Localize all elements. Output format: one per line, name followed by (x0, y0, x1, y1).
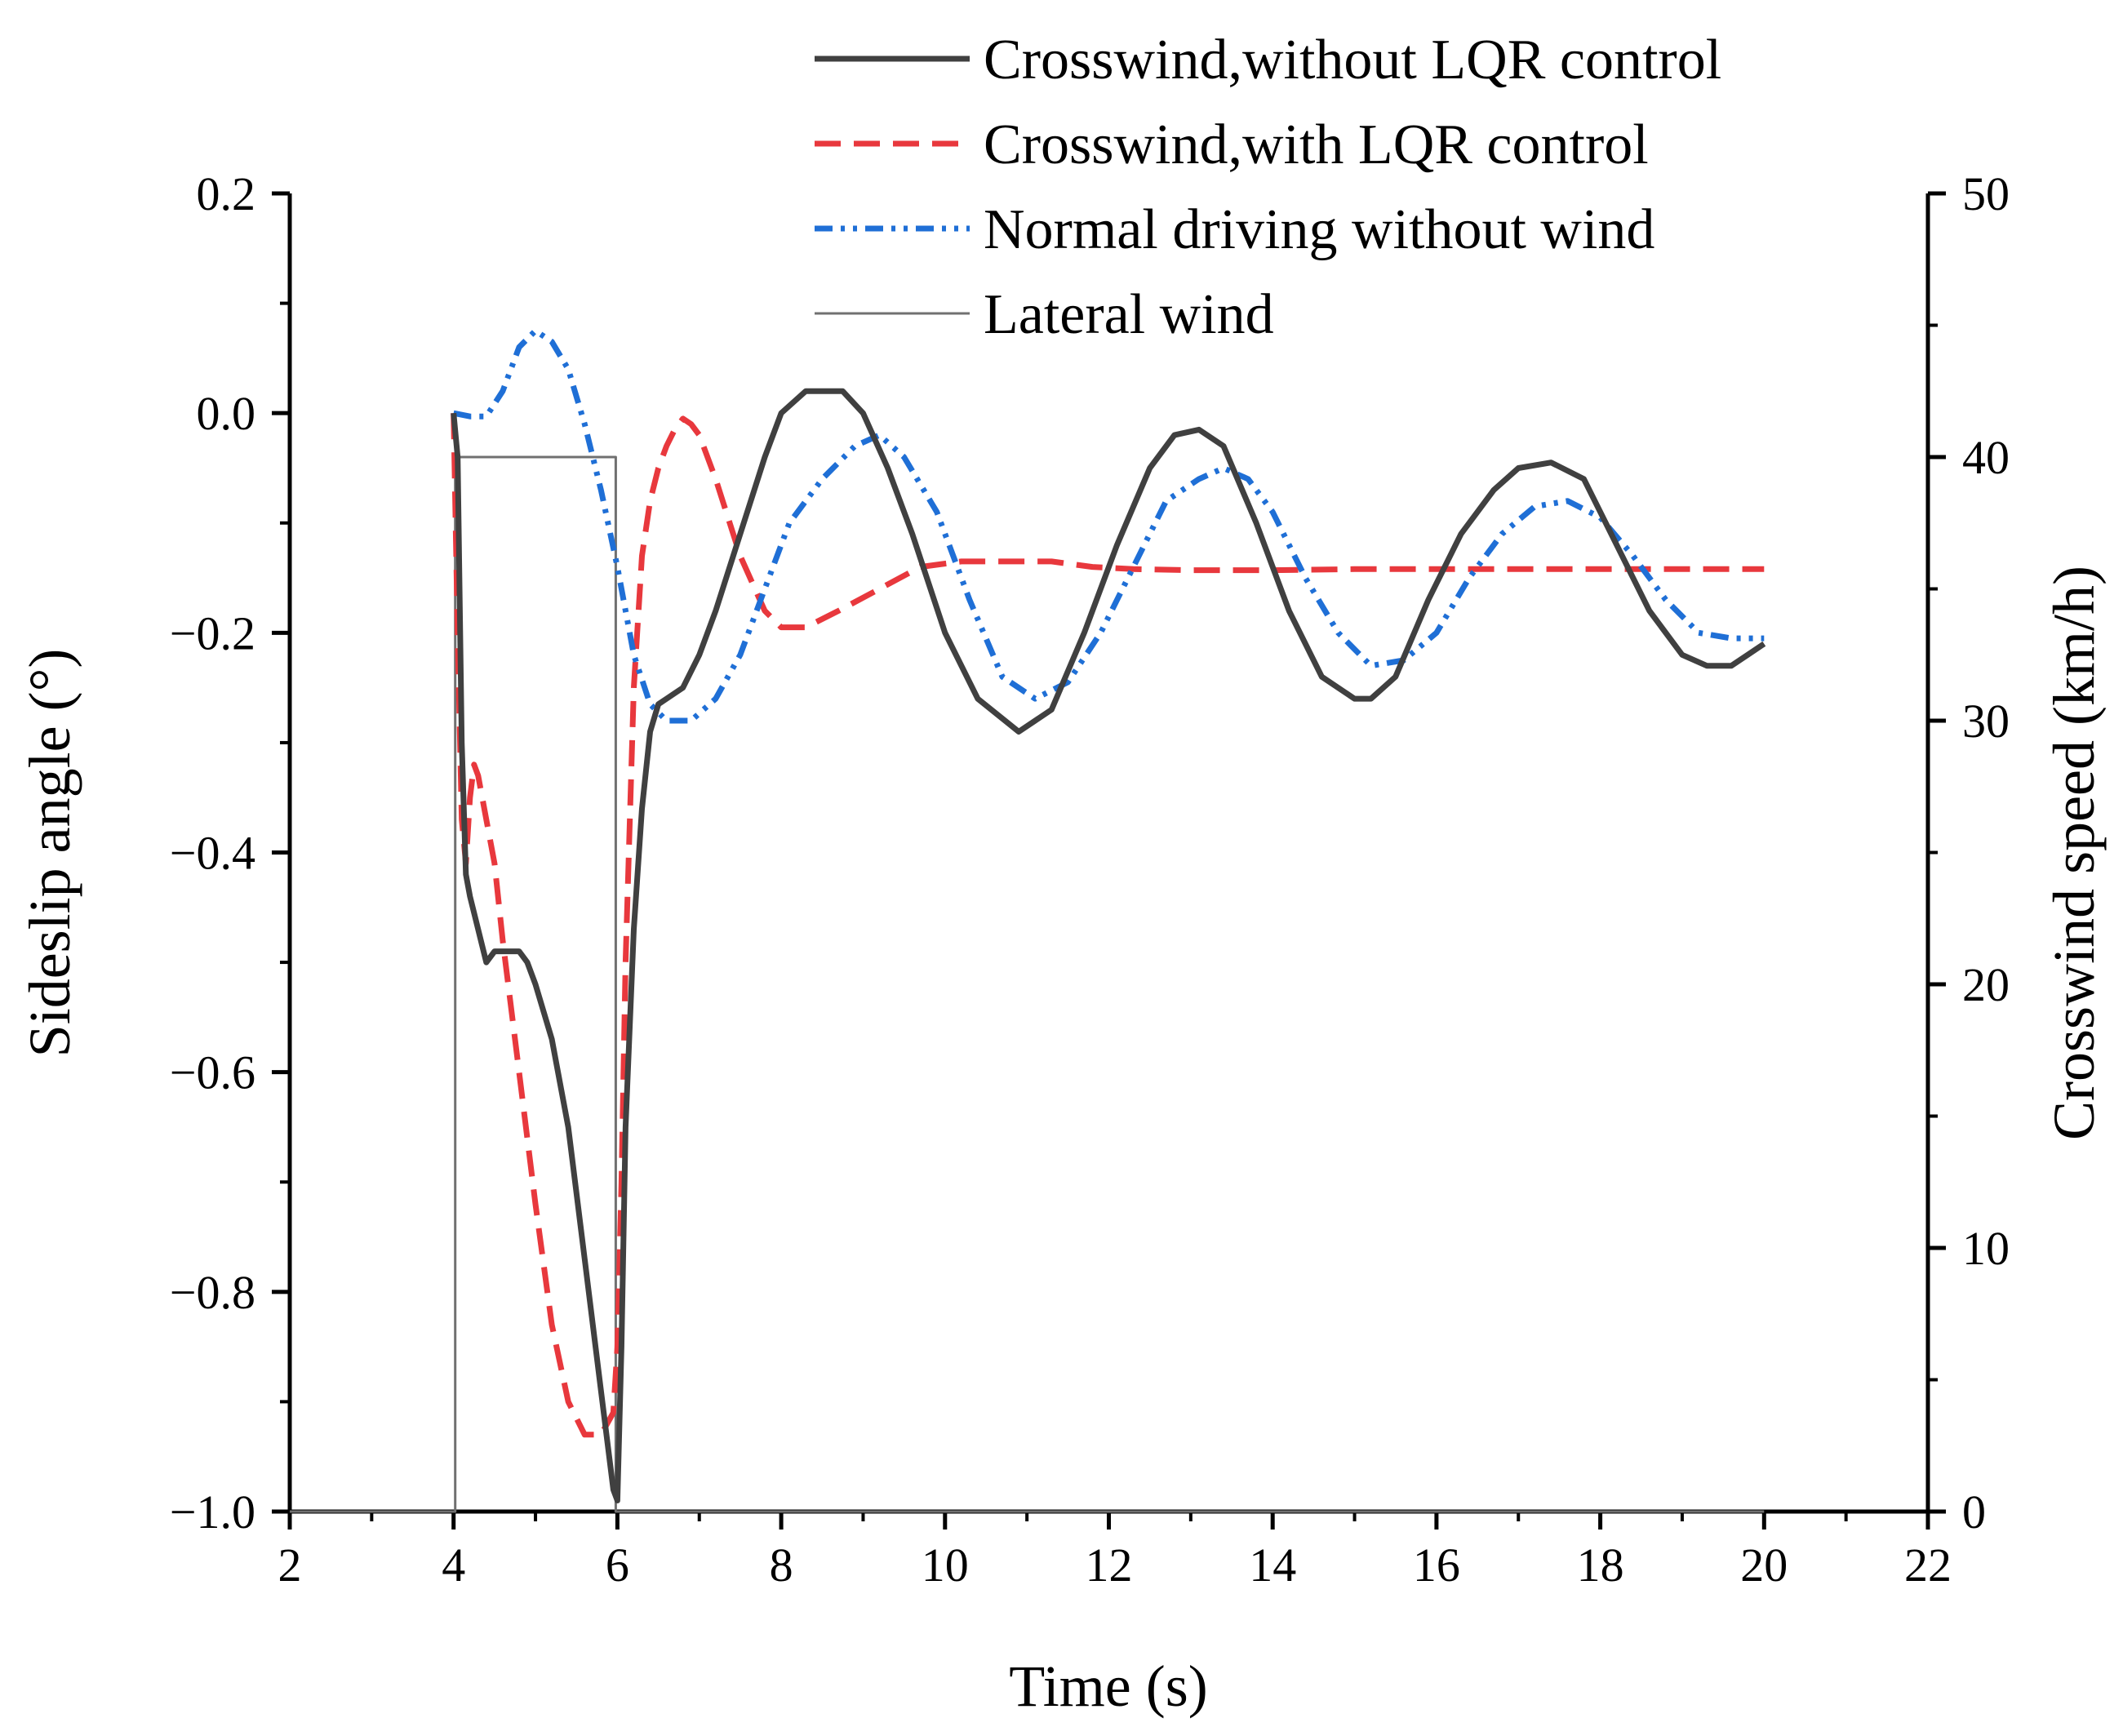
legend-label-2: Normal driving without wind (984, 198, 1654, 261)
series-line-0 (451, 388, 1766, 1503)
series-line-2 (453, 327, 1765, 724)
x-tick-label: 20 (1740, 1538, 1788, 1592)
y2-tick-label: 20 (1962, 958, 2010, 1011)
y-tick-label: −0.2 (170, 606, 255, 659)
legend-label-1: Crosswind,with LQR control (984, 113, 1649, 176)
y-tick-label: 0.2 (197, 167, 256, 220)
y-tick-label: −1.0 (170, 1485, 255, 1538)
x-tick-label: 22 (1904, 1538, 1952, 1592)
y-tick-label: −0.4 (170, 827, 255, 880)
x-tick-label: 10 (922, 1538, 969, 1592)
y-tick-label: −0.8 (170, 1266, 255, 1319)
x-axis-title: Time (s) (1009, 1654, 1207, 1719)
x-tick-label: 6 (606, 1538, 629, 1592)
y-axis-title: Sideslip angle (°) (17, 649, 82, 1058)
series-group (290, 327, 1766, 1513)
legend: Crosswind,without LQR control Crosswind,w… (815, 29, 1721, 346)
y-tick-label: 0.0 (197, 387, 256, 440)
x-tick-label: 8 (770, 1538, 793, 1592)
x-tick-label: 12 (1086, 1538, 1133, 1592)
legend-label-3: Lateral wind (984, 283, 1274, 346)
tick-marks (272, 191, 1946, 1530)
legend-label-0: Crosswind,without LQR control (984, 29, 1721, 91)
x-tick-label: 2 (278, 1538, 302, 1592)
series-line-1 (451, 413, 1765, 1438)
y2-tick-label: 50 (1962, 167, 2010, 220)
tick-labels: 2 4 6 8 10 12 14 16 18 20 22 −1.0 −0.8 −0.6 −0.4 −0.2 0.… (170, 167, 2010, 1592)
x-tick-label: 18 (1577, 1538, 1624, 1592)
y2-tick-label: 40 (1962, 431, 2010, 484)
series-line-3 (290, 455, 1765, 1513)
y2-tick-label: 0 (1962, 1485, 1986, 1538)
y2-tick-label: 10 (1962, 1222, 2010, 1275)
y2-tick-label: 30 (1962, 695, 2010, 748)
x-tick-label: 4 (442, 1538, 465, 1592)
y-tick-label: −0.6 (170, 1046, 255, 1099)
x-tick-label: 16 (1413, 1538, 1460, 1592)
y2-axis-title: Crosswind speed (km/h) (2041, 566, 2107, 1140)
x-tick-label: 14 (1249, 1538, 1296, 1592)
